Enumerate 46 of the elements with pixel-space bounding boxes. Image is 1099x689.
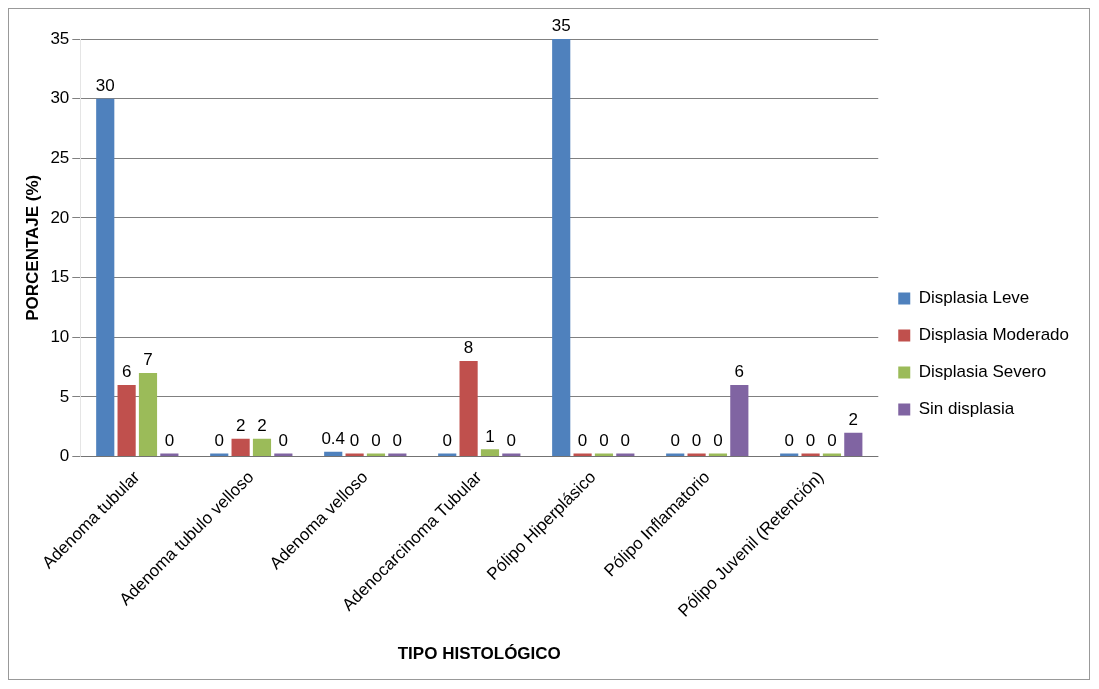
data-label: 0 <box>599 430 609 450</box>
data-label: 2 <box>235 415 246 435</box>
y-tick-label: 0 <box>59 446 70 466</box>
data-label: 0 <box>506 430 517 450</box>
data-label: 0.4 <box>321 428 346 448</box>
data-label: 0 <box>805 430 816 450</box>
bar <box>552 39 571 457</box>
data-label: 7 <box>143 350 153 370</box>
data-label: 0 <box>670 430 680 450</box>
bar <box>117 384 136 457</box>
x-axis-title: TIPO HISTOLÓGICO <box>397 644 561 664</box>
data-label: 0 <box>164 430 175 450</box>
data-label: 6 <box>121 362 132 382</box>
data-label: 2 <box>257 415 267 435</box>
data-label: 0 <box>784 430 794 450</box>
data-label: 0 <box>691 430 702 450</box>
legend-label: Displasia Leve <box>918 288 1030 308</box>
y-tick-label: 35 <box>50 28 70 48</box>
data-label: 0 <box>577 430 588 450</box>
data-label: 0 <box>278 430 289 450</box>
legend-label: Displasia Severo <box>918 362 1047 382</box>
y-tick-label: 25 <box>50 147 70 167</box>
data-label: 8 <box>463 338 474 358</box>
data-label: 2 <box>848 409 859 429</box>
bar <box>730 384 749 457</box>
data-label: 0 <box>713 430 723 450</box>
data-label: 30 <box>95 75 115 95</box>
data-label: 0 <box>620 430 631 450</box>
data-label: 0 <box>371 430 381 450</box>
y-tick-label: 10 <box>50 326 70 346</box>
data-label: 6 <box>734 362 745 382</box>
data-label: 35 <box>551 16 571 36</box>
y-tick-label: 5 <box>59 386 70 406</box>
data-label: 0 <box>827 430 837 450</box>
data-label: 0 <box>392 430 403 450</box>
y-axis-title: PORCENTAJE (%) <box>22 174 42 321</box>
legend-label: Displasia Moderado <box>918 325 1070 345</box>
data-label: 0 <box>442 430 452 450</box>
data-label: 0 <box>214 430 224 450</box>
y-tick-label: 15 <box>50 267 70 287</box>
data-label: 0 <box>349 430 360 450</box>
bar <box>96 98 115 457</box>
y-tick-label: 20 <box>50 207 70 227</box>
y-tick-label: 30 <box>50 88 70 108</box>
legend-label: Sin displasia <box>918 399 1015 419</box>
data-label: 1 <box>485 426 495 446</box>
